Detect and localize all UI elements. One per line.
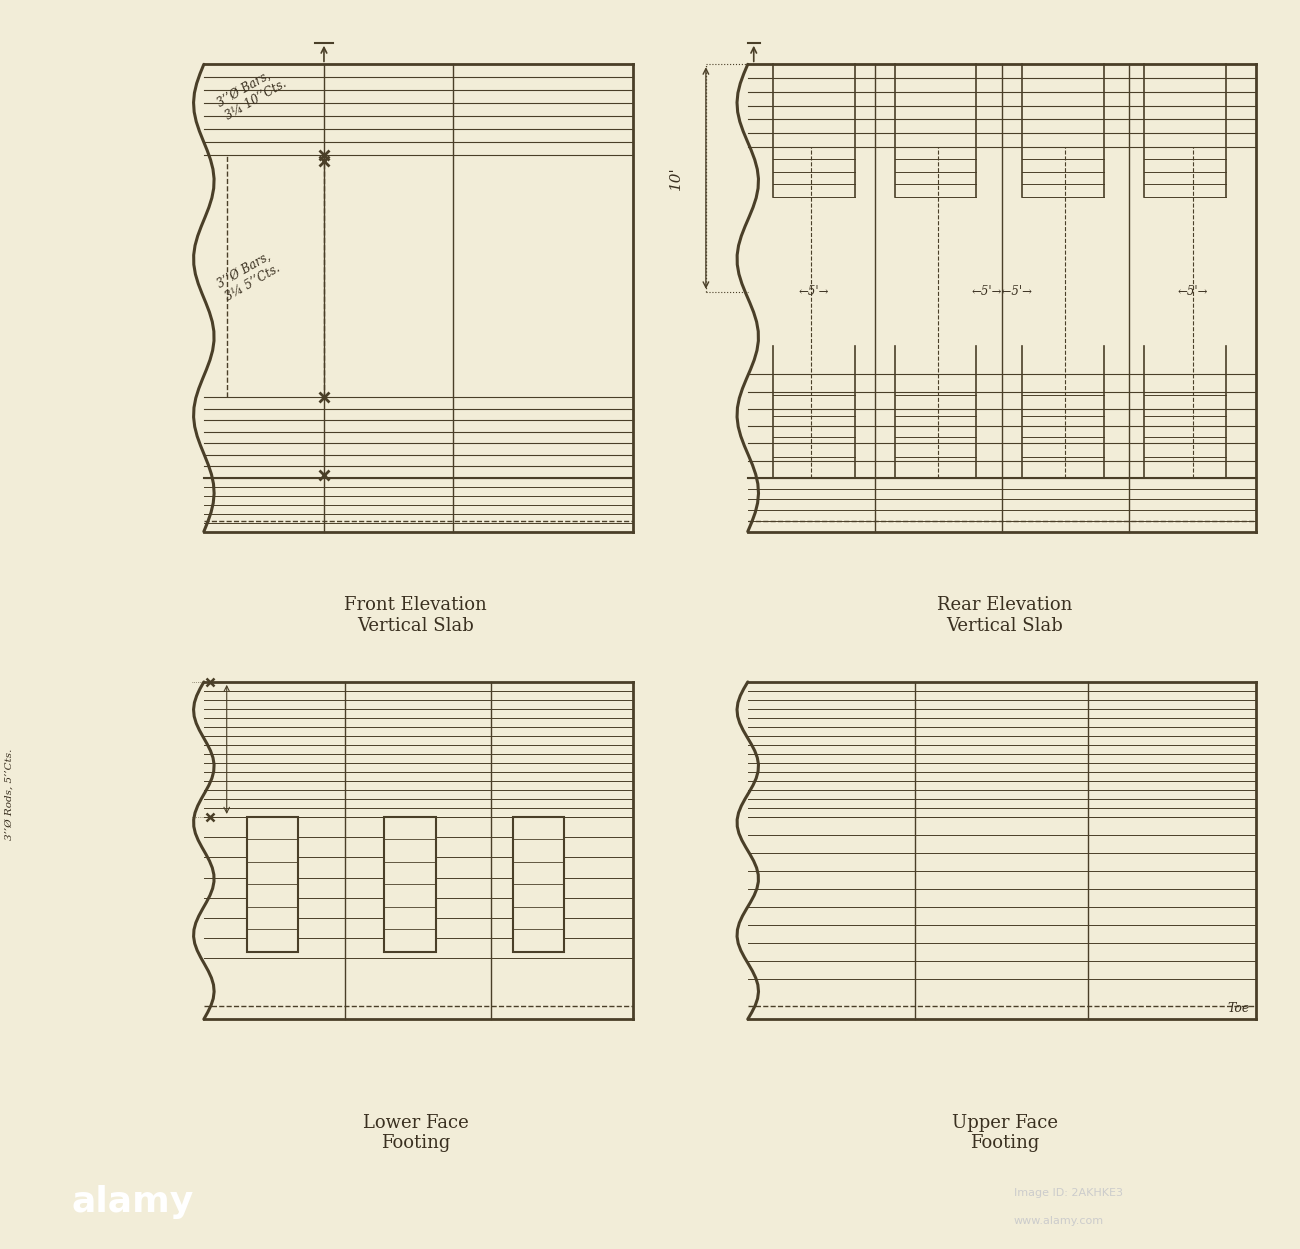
Text: www.alamy.com: www.alamy.com [1014,1215,1104,1227]
Text: Toe: Toe [1227,1002,1251,1014]
Text: 3’’Ø Bars,
3¼ 5’’Cts.: 3’’Ø Bars, 3¼ 5’’Cts. [216,249,282,304]
Text: Image ID: 2AKHKE3: Image ID: 2AKHKE3 [1014,1188,1123,1198]
Text: ←5'→: ←5'→ [1178,285,1208,299]
Text: Lower Face
Footing: Lower Face Footing [363,1114,468,1153]
Text: Upper Face
Footing: Upper Face Footing [952,1114,1058,1153]
Text: ←5'→: ←5'→ [798,285,829,299]
Text: ←5'→←5'→: ←5'→←5'→ [971,285,1032,299]
Text: Rear Elevation
Vertical Slab: Rear Elevation Vertical Slab [937,596,1072,634]
Bar [512,817,564,952]
Text: 3’’Ø Rods, 5’’Cts.: 3’’Ø Rods, 5’’Cts. [5,748,14,841]
Text: 3’’Ø Bars,
3¼ 10’’Cts.: 3’’Ø Bars, 3¼ 10’’Cts. [216,65,289,122]
Text: Front Elevation
Vertical Slab: Front Elevation Vertical Slab [344,596,488,634]
Bar [384,817,436,952]
Bar [247,817,298,952]
Text: alamy: alamy [72,1185,194,1219]
Text: 10': 10' [670,166,682,190]
